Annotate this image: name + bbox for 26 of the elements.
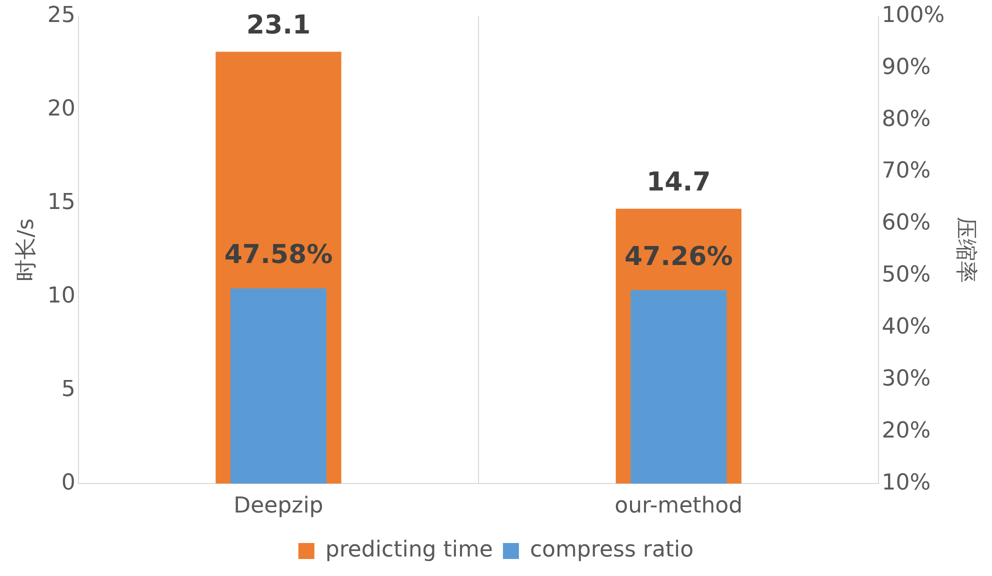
y2-tick-label: 20% xyxy=(882,418,931,444)
data-label: 14.7 xyxy=(646,168,711,198)
y2-tick-label: 40% xyxy=(882,314,931,340)
y-tick-label: 10 xyxy=(47,283,76,308)
y2-tick-label: 50% xyxy=(882,262,931,288)
y-tick-label: 15 xyxy=(47,190,76,215)
y2-tick-label: 80% xyxy=(882,106,931,132)
y2-tick-label: 90% xyxy=(882,54,931,80)
y-tick-label: 0 xyxy=(61,470,76,496)
legend-label: compress ratio xyxy=(530,538,694,563)
data-label: 47.58% xyxy=(224,240,333,270)
data-label: 23.1 xyxy=(246,10,311,40)
y-tick-label: 20 xyxy=(47,96,76,122)
data-label: 47.26% xyxy=(624,242,733,272)
y2-axis-title: 压缩率 xyxy=(953,216,978,283)
y2-tick-label: 70% xyxy=(882,158,931,184)
y-tick-label: 5 xyxy=(61,376,76,402)
y2-tick-label: 100% xyxy=(882,2,945,28)
y2-tick-label: 10% xyxy=(882,470,931,496)
y-tick-label: 25 xyxy=(47,2,76,28)
x-tick-label: Deepzip xyxy=(234,494,324,519)
y2-tick-label: 60% xyxy=(882,210,931,236)
y2-tick-label: 30% xyxy=(882,366,931,392)
legend-label: predicting time xyxy=(325,538,493,563)
x-tick-label: our-method xyxy=(614,494,743,519)
y-axis-title: 时长/s xyxy=(14,218,39,282)
